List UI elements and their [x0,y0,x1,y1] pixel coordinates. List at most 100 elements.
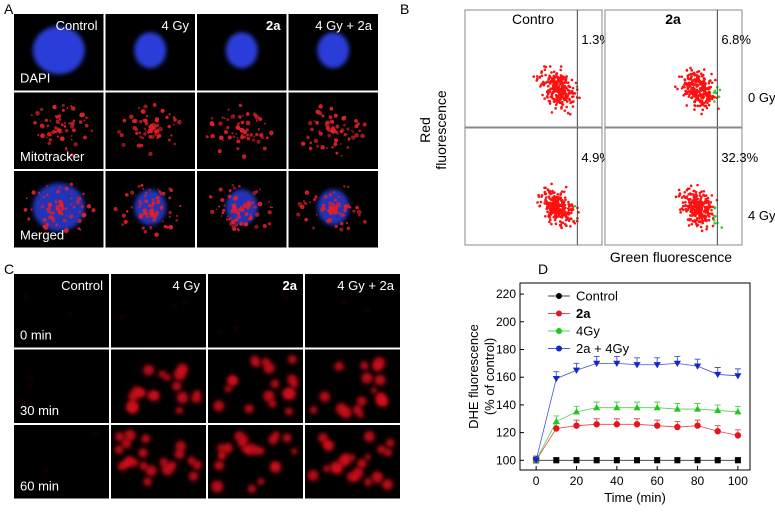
flow-event [698,212,702,216]
mito-dot [165,225,169,229]
mito-dot [313,120,316,122]
mito-dot [306,135,310,140]
flow-event [562,86,566,89]
mito-dot [210,116,214,120]
mito-dot [210,133,215,139]
flow-event [578,96,581,100]
marker [593,360,601,367]
flow-event [566,211,570,214]
mito-dot [255,119,258,122]
mito-dot [351,129,353,132]
mito-dot [168,113,171,116]
mito-dot [70,197,73,200]
mito-dot [315,121,319,125]
mito-dot [63,122,66,125]
flow-event [694,98,698,101]
flow-event [701,221,704,225]
mito-dot [236,136,239,139]
mito-dot [155,199,161,205]
mito-dot [237,184,241,188]
flow-event [541,93,544,97]
flow-event [694,213,698,216]
mito-dot [230,114,236,119]
flow-event [552,88,556,92]
flow-event [560,226,564,230]
flow-event [570,207,574,211]
flow-event [532,75,536,78]
row-label: Mitotracker [20,149,85,164]
mito-dot [59,136,65,142]
mito-dot [57,207,61,211]
cell-dot [378,397,389,407]
flow-event [547,214,550,218]
mito-dot [268,201,271,203]
percentage: 4.9% [581,150,611,165]
flow-event [713,222,717,225]
mito-dot [43,196,46,198]
cell-dot [237,439,246,448]
mito-dot [130,190,135,195]
mito-dot [339,142,342,145]
y-axis-label: (% of control) [482,338,497,415]
flow-event [680,75,684,78]
flow-event [708,99,711,103]
mito-dot [318,130,321,133]
mito-dot [263,122,266,125]
panel-label: B [400,1,409,17]
mito-dot [55,115,60,120]
flow-event [713,100,716,103]
mito-dot [54,130,58,134]
flow-event [684,204,687,207]
flow-event [549,218,552,222]
cell-dot [261,357,271,367]
cell-dot [268,399,277,408]
mito-dot [352,209,356,213]
flow-event [550,222,553,226]
marker [573,422,580,429]
flow-event [573,222,577,225]
image-cell [14,425,109,499]
mito-dot [78,211,82,214]
flow-event [571,105,575,108]
marker [734,408,742,415]
mito-dot [223,130,228,135]
flow-event [718,88,722,92]
flow-event [689,184,693,188]
flow-event [694,190,698,194]
cell-dot [291,448,298,455]
mito-dot [334,130,338,134]
mito-dot [262,223,267,229]
mito-dot [46,124,50,128]
mito-dot [144,199,149,204]
legend-label: 2a [576,306,591,321]
cell-dot [44,468,48,472]
marker [633,421,641,428]
flow-event [550,206,554,210]
mito-dot [231,203,237,209]
flow-event [546,90,549,93]
flow-event [699,197,702,201]
flow-event [696,183,699,187]
mito-dot [246,133,249,137]
flow-event [701,203,705,207]
mito-dot [338,205,342,208]
mito-dot [151,201,156,206]
flow-event [705,205,709,209]
flow-event [544,214,547,218]
flow-event [680,196,684,199]
x-tick-label: 20 [570,474,584,488]
flow-event [558,88,562,91]
mito-dot [304,218,308,222]
flow-event [695,85,698,88]
cell-dot [120,315,124,319]
flow-event [566,94,570,97]
mito-dot [168,215,172,218]
mito-dot [225,217,229,221]
mito-dot [47,202,53,208]
mito-dot [54,126,58,130]
mito-dot [85,116,88,120]
mito-dot [322,207,326,211]
flow-event [557,90,561,93]
cell-dot [351,473,360,482]
image-cell [111,274,206,348]
